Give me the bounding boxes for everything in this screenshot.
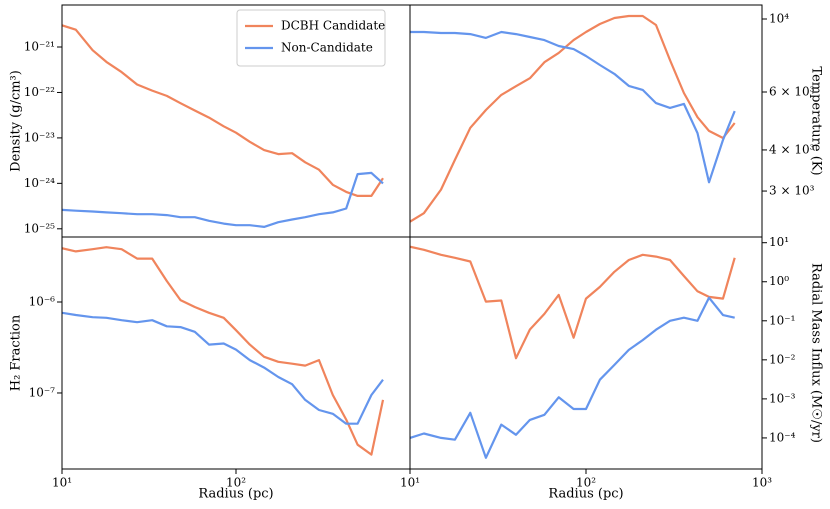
y-tick-label: 10⁰ [769,274,789,288]
x-tick-label: 10² [576,476,596,490]
x-tick-label: 10¹ [400,476,420,490]
y-tick-label: 10⁻²³ [24,130,55,144]
y-tick-label: 10¹ [769,235,789,249]
y-tick-label: 10⁻²⁴ [24,176,55,190]
y-tick-label: 3 × 10³ [769,184,815,198]
panel-frame [61,236,411,470]
series-line [410,245,736,360]
x-tick-label: 10² [226,476,246,490]
y-tick-label: 4 × 10³ [769,142,815,156]
y-tick-label: 10⁻⁷ [29,385,56,399]
legend-label: DCBH Candidate [281,19,385,33]
y-tick-label: 6 × 10³ [769,85,815,99]
x-tick-label: 10³ [752,476,772,490]
x-axis-label: Radius (pc) [548,487,623,502]
y-tick-label: 10⁴ [769,12,789,26]
x-axis-label: Radius (pc) [198,487,273,502]
y-axis-label: Radial Mass Influx (M☉/yr) [809,263,824,443]
y-tick-label: 10⁻⁶ [29,294,56,308]
series-line [62,311,384,425]
y-axis-label: Density (g/cm³) [9,70,24,172]
y-tick-label: 10⁻⁴ [769,430,796,444]
series-line [410,14,736,223]
series-line [62,24,384,197]
panel-frame [409,4,763,238]
y-axis-label: Temperature (K) [809,66,824,175]
series-line [62,246,385,456]
series-line [410,30,736,184]
legend-box [236,9,386,67]
y-tick-label: 10⁻³ [769,391,796,405]
x-tick-label: 10¹ [52,476,72,490]
series-line [410,296,735,459]
y-tick-label: 10⁻²⁵ [24,221,55,235]
legend-label: Non-Candidate [281,41,373,55]
y-tick-label: 10⁻² [769,352,796,366]
panel-frame [409,236,763,470]
series-line [62,171,384,228]
y-tick-label: 10⁻²¹ [24,40,55,54]
y-axis-label: H₂ Fraction [9,314,24,391]
y-tick-label: 10⁻²² [24,85,55,99]
y-tick-label: 10⁻¹ [769,313,795,327]
